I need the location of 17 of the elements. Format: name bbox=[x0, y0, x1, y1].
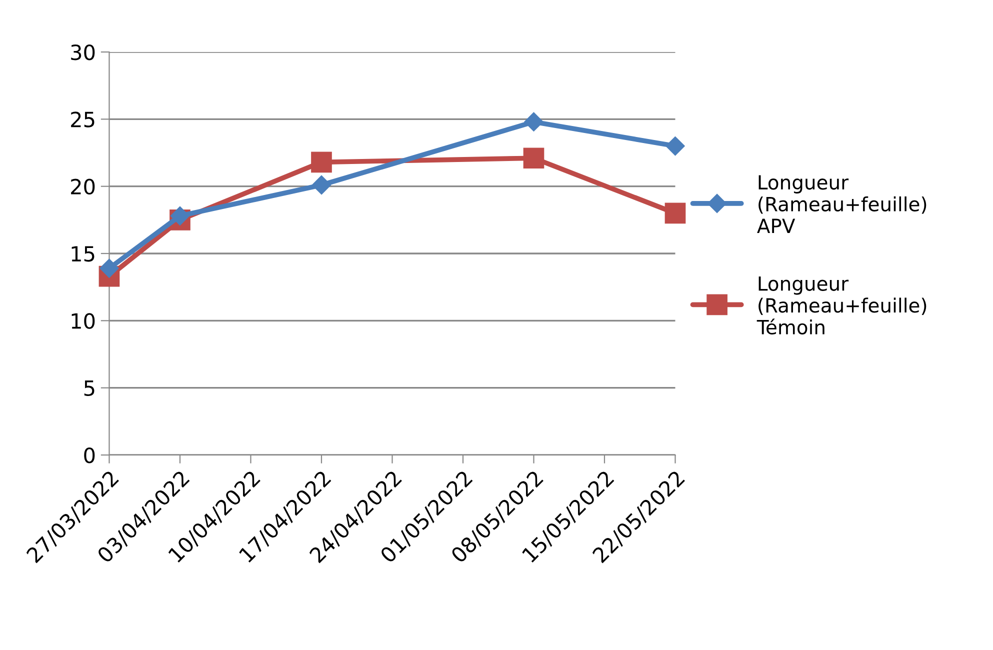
y-tick-label: 0 bbox=[84, 447, 95, 464]
point bbox=[100, 258, 119, 278]
point bbox=[524, 112, 544, 132]
point bbox=[666, 136, 685, 156]
point bbox=[523, 148, 544, 169]
legend-label: Longueur (Rameau+feuille) APV bbox=[757, 175, 926, 233]
point bbox=[312, 175, 332, 195]
legend-label: Longueur (Rameau+feuille) Témoin bbox=[756, 276, 926, 334]
y-tick-label: 15 bbox=[72, 246, 94, 262]
point bbox=[170, 206, 190, 226]
y-tick-label: 10 bbox=[72, 313, 95, 329]
y-tick-label: 20 bbox=[71, 178, 95, 195]
y-tick-label: 30 bbox=[71, 44, 95, 60]
y-tick-label: 25 bbox=[71, 112, 94, 128]
y-tick-label: 5 bbox=[84, 380, 94, 396]
point bbox=[664, 202, 686, 224]
point bbox=[311, 152, 332, 173]
